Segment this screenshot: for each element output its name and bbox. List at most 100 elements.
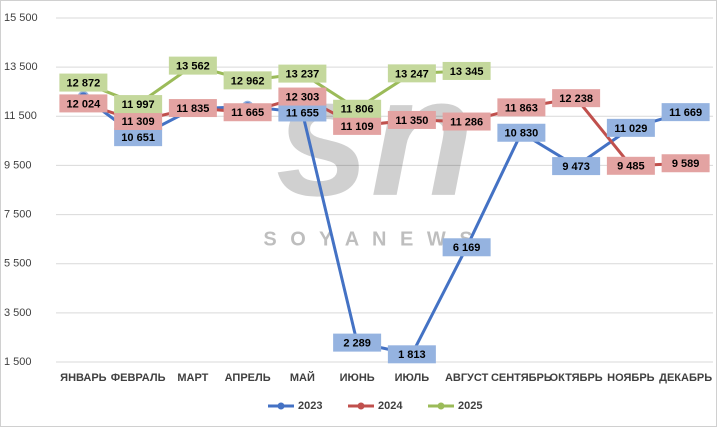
data-label: 11 109 <box>333 116 382 135</box>
data-label-text: 11 835 <box>176 103 209 115</box>
data-label-box <box>442 61 491 80</box>
data-label-box <box>387 110 436 129</box>
data-label-text: 10 830 <box>505 128 539 140</box>
y-tick-label: 11 500 <box>4 110 37 122</box>
data-label-text: 12 872 <box>67 77 101 89</box>
y-tick-label: 9 500 <box>4 159 32 171</box>
data-label: 11 655 <box>278 103 327 122</box>
data-label: 13 562 <box>168 56 217 75</box>
data-label: 2 289 <box>333 333 382 352</box>
data-label-text: 11 806 <box>341 104 374 116</box>
legend-marker <box>357 402 365 410</box>
y-tick-label: 3 500 <box>4 307 32 319</box>
data-label-text: 12 303 <box>286 91 320 103</box>
data-label-box <box>278 103 327 122</box>
data-label: 12 872 <box>59 73 108 92</box>
data-label-box <box>168 56 217 75</box>
data-label-box <box>278 87 327 106</box>
x-tick-label: НОЯБРЬ <box>607 372 655 384</box>
data-label: 12 238 <box>552 89 601 108</box>
data-label-text: 9 589 <box>672 158 700 170</box>
data-label-box <box>114 128 163 147</box>
data-label: 11 286 <box>442 112 491 131</box>
data-label-box <box>333 116 382 135</box>
data-label-box <box>606 156 655 175</box>
data-label-box <box>59 94 108 113</box>
data-label-box <box>497 123 546 142</box>
y-tick-label: 5 500 <box>4 258 32 270</box>
x-tick-label: ФЕВРАЛЬ <box>111 372 166 384</box>
data-label-text: 6 169 <box>453 242 481 254</box>
data-label-text: 11 863 <box>505 102 538 114</box>
x-tick-label: СЕНТЯБРЬ <box>491 372 552 384</box>
data-label-box <box>114 111 163 130</box>
data-label: 11 309 <box>114 111 163 130</box>
data-label-text: 13 562 <box>176 61 210 73</box>
data-label-text: 10 651 <box>121 132 155 144</box>
data-label: 11 997 <box>114 95 163 114</box>
data-label: 10 651 <box>114 128 163 147</box>
data-label: 1 813 <box>387 345 436 364</box>
data-label: 11 669 <box>661 103 710 122</box>
data-label-text: 11 655 <box>286 107 319 119</box>
data-label-text: 13 345 <box>450 66 484 78</box>
x-tick-label: АВГУСТ <box>445 372 489 384</box>
data-label: 11 863 <box>497 98 546 117</box>
data-label-text: 11 286 <box>450 116 483 128</box>
data-label-box <box>497 98 546 117</box>
data-label-text: 11 029 <box>614 123 647 135</box>
data-label: 12 024 <box>59 94 108 113</box>
data-label-box <box>387 345 436 364</box>
data-label-box <box>442 238 491 257</box>
data-label-box <box>59 73 108 92</box>
x-tick-label: ОКТЯБРЬ <box>550 372 603 384</box>
data-label-text: 12 238 <box>559 93 593 105</box>
data-label-box <box>114 95 163 114</box>
data-label: 13 247 <box>387 64 436 83</box>
data-label-box <box>278 64 327 83</box>
data-label-box <box>168 99 217 118</box>
data-label-text: 1 813 <box>398 349 426 361</box>
data-label-box <box>333 99 382 118</box>
legend-label: 2023 <box>298 400 322 412</box>
data-label: 12 962 <box>223 71 272 90</box>
data-label: 13 345 <box>442 61 491 80</box>
data-label-text: 12 962 <box>231 75 265 87</box>
data-label: 12 303 <box>278 87 327 106</box>
data-label-box <box>552 89 601 108</box>
x-tick-label: ИЮНЬ <box>340 372 375 384</box>
watermark: S O Y A N E W S <box>263 228 476 250</box>
x-tick-label: АПРЕЛЬ <box>225 372 271 384</box>
data-label-text: 9 473 <box>562 161 590 173</box>
data-label: 9 473 <box>552 157 601 176</box>
data-label-text: 11 669 <box>669 107 702 119</box>
data-label: 11 029 <box>606 118 655 137</box>
data-label: 10 830 <box>497 123 546 142</box>
y-tick-label: 15 500 <box>4 12 38 24</box>
data-label-box <box>223 71 272 90</box>
data-label-text: 11 997 <box>122 99 155 111</box>
data-label-text: 11 350 <box>395 115 428 127</box>
data-label: 11 350 <box>387 110 436 129</box>
legend-marker <box>277 402 285 410</box>
data-label-text: 11 109 <box>341 121 374 133</box>
data-label: 13 237 <box>278 64 327 83</box>
y-tick-label: 7 500 <box>4 208 32 220</box>
data-label-box <box>552 157 601 176</box>
data-label: 9 485 <box>606 156 655 175</box>
data-label-box <box>223 103 272 122</box>
data-label-box <box>333 333 382 352</box>
data-label: 11 806 <box>333 99 382 118</box>
data-label: 11 665 <box>223 103 272 122</box>
data-label-box <box>387 64 436 83</box>
legend-label: 2024 <box>378 400 403 412</box>
x-tick-label: ИЮЛЬ <box>395 372 430 384</box>
x-tick-label: ДЕКАБРЬ <box>659 372 712 384</box>
data-label-box <box>442 112 491 131</box>
data-label: 11 835 <box>168 99 217 118</box>
x-tick-label: МАРТ <box>177 372 208 384</box>
legend-label: 2025 <box>458 400 482 412</box>
data-label-text: 2 289 <box>343 338 371 350</box>
